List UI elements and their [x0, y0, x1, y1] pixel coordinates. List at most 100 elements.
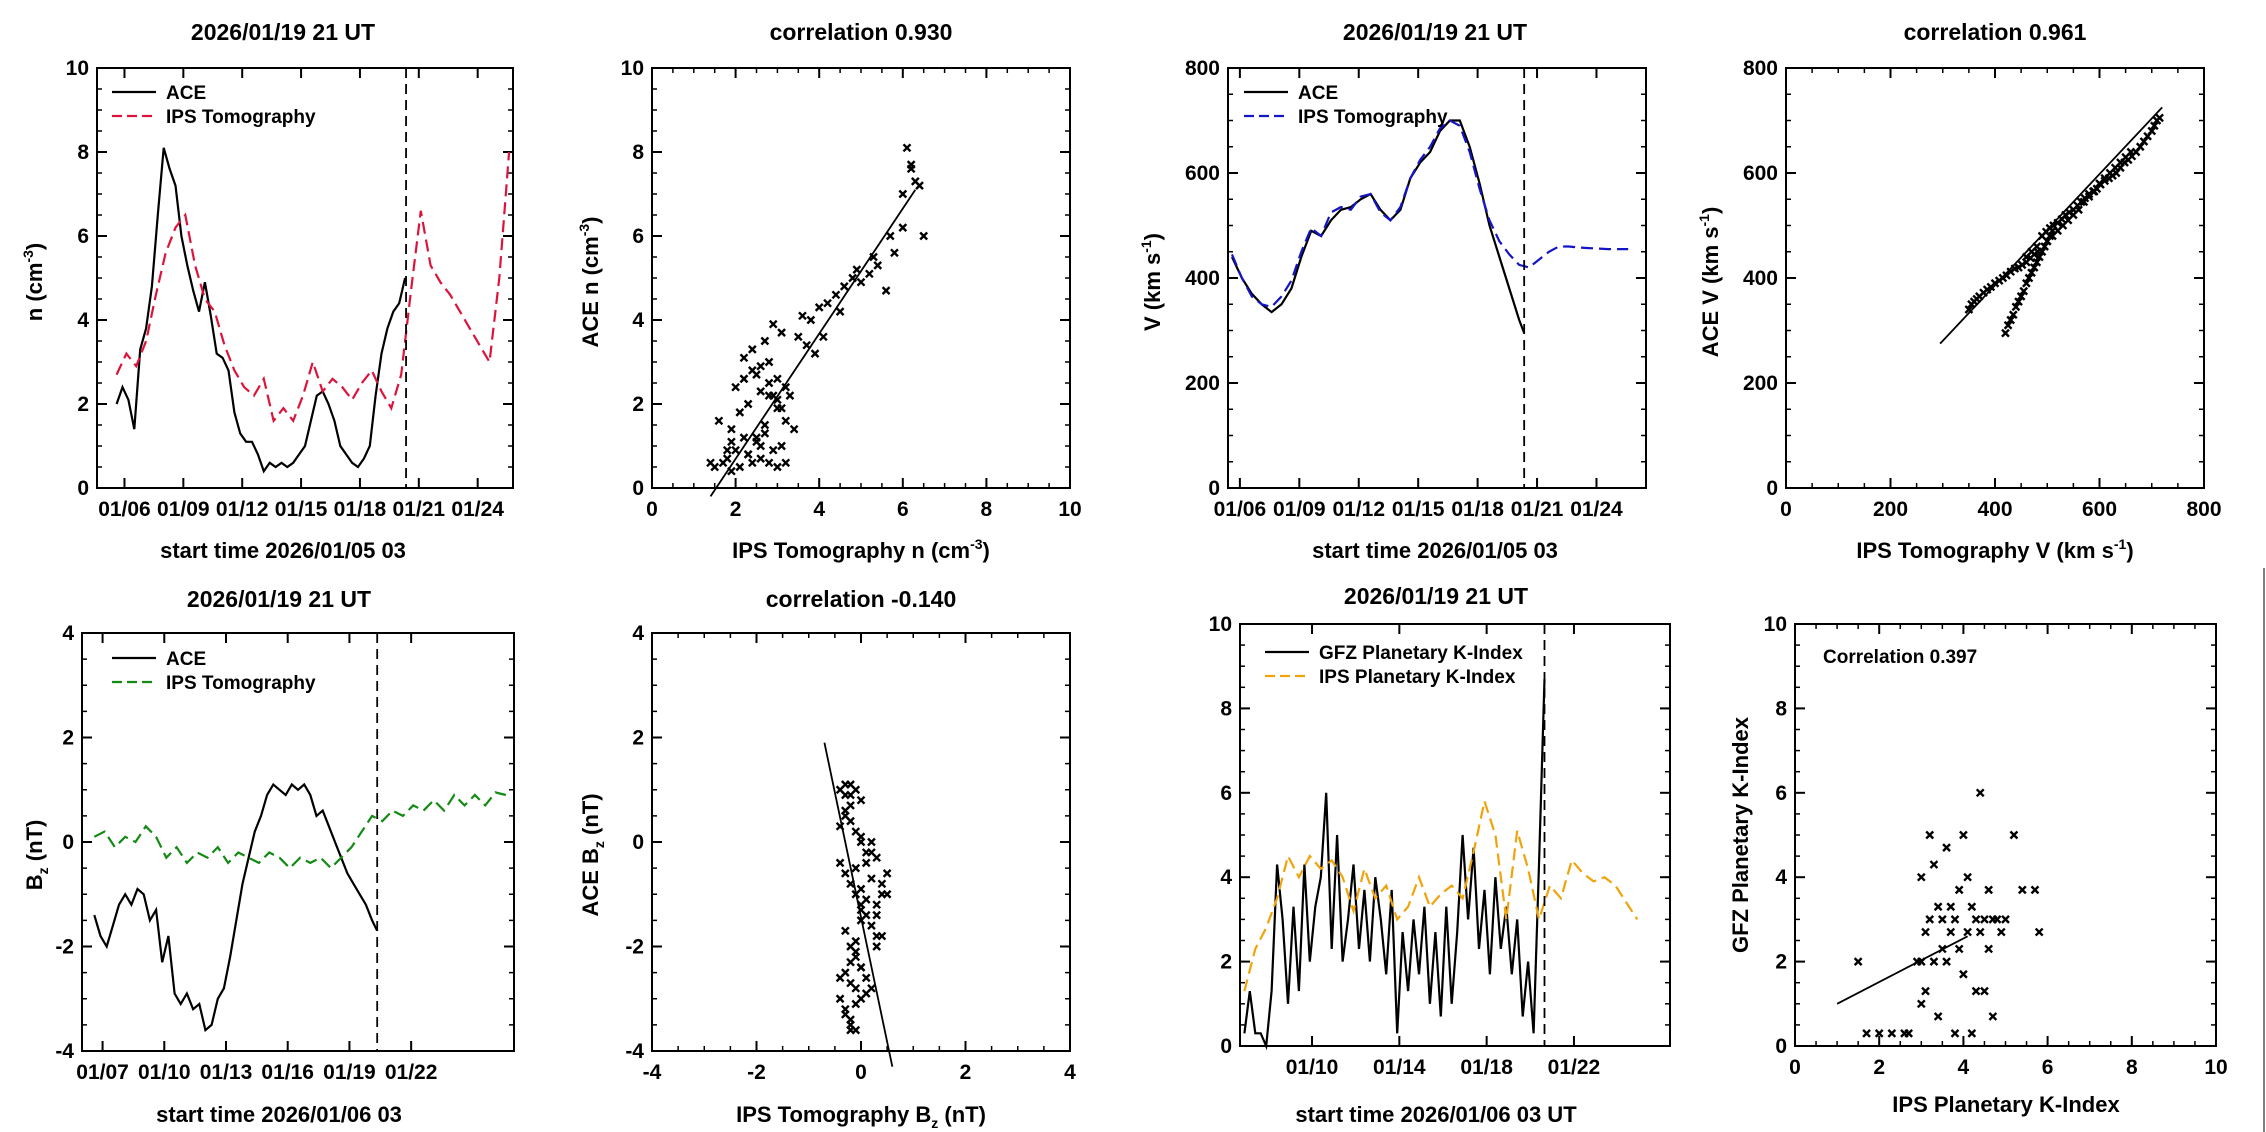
data-point — [851, 947, 861, 957]
y-tick-label: 800 — [1185, 57, 1220, 80]
y-tick-label: 10 — [1764, 613, 1787, 636]
x-tick-label: 01/15 — [1392, 498, 1445, 521]
data-point — [1904, 1028, 1914, 1038]
panel-title: correlation -0.140 — [766, 586, 956, 612]
y-tick-label: 6 — [632, 225, 644, 248]
x-tick-label: 4 — [1958, 1056, 1970, 1079]
data-point — [2147, 126, 2157, 136]
data-point — [840, 811, 850, 821]
data-point — [852, 265, 862, 274]
y-axis-label: n (cm-3) — [20, 243, 47, 321]
data-point — [856, 963, 866, 972]
data-point — [831, 290, 841, 300]
data-point — [752, 370, 761, 379]
data-point — [781, 458, 791, 468]
data-point — [785, 391, 795, 400]
data-point — [1929, 957, 1939, 966]
x-axis-label: IPS Tomography V (km s-1) — [1856, 536, 2133, 563]
data-point — [739, 374, 749, 384]
data-point — [773, 395, 782, 405]
panel-title: 2026/01/19 21 UT — [191, 19, 375, 45]
data-point — [1933, 902, 1943, 912]
series-line-primary — [115, 147, 407, 474]
x-tick-label: 0 — [1780, 498, 1792, 521]
data-point — [777, 328, 786, 337]
series-line-primary — [93, 782, 379, 1033]
data-point — [768, 445, 778, 455]
data-point — [867, 848, 876, 857]
data-point — [915, 181, 924, 190]
data-point — [1942, 843, 1951, 853]
y-tick-label: 600 — [1185, 162, 1220, 185]
y-tick-label: 4 — [1775, 866, 1787, 889]
data-point — [731, 382, 740, 392]
y-tick-label: 2 — [632, 393, 644, 416]
data-point — [743, 450, 753, 459]
data-point — [1980, 986, 1989, 996]
x-axis-label: IPS Planetary K-Index — [1892, 1092, 2120, 1117]
data-point — [1916, 872, 1926, 882]
data-point — [2011, 302, 2021, 312]
data-point — [739, 353, 749, 363]
y-tick-label: 4 — [62, 622, 74, 645]
x-tick-label: 2 — [1873, 1056, 1885, 1079]
data-point — [2008, 310, 2018, 320]
x-tick-label: 01/06 — [1214, 498, 1267, 521]
data-point — [714, 416, 724, 426]
x-tick-label: 01/21 — [1511, 498, 1564, 521]
data-point — [1975, 927, 1985, 937]
x-tick-label: 01/07 — [76, 1061, 129, 1084]
x-tick-label: -4 — [643, 1061, 662, 1084]
x-tick-label: 01/15 — [275, 498, 328, 521]
data-point — [2016, 292, 2026, 301]
data-point — [1963, 927, 1972, 937]
data-point — [1954, 944, 1964, 954]
data-point — [861, 973, 871, 983]
data-point — [872, 900, 882, 910]
y-tick-label: 10 — [66, 57, 89, 80]
data-point — [2027, 268, 2036, 278]
y-tick-label: 2 — [77, 393, 89, 416]
data-point — [731, 445, 740, 455]
data-point — [764, 458, 774, 468]
x-axis-label: start time 2026/01/05 03 — [1312, 538, 1558, 563]
data-point — [882, 869, 892, 878]
series-line-secondary — [1243, 796, 1639, 992]
data-point — [1950, 1028, 1960, 1038]
data-point — [1950, 915, 1960, 924]
data-point — [2037, 247, 2047, 257]
x-tick-label: 01/10 — [138, 1061, 191, 1084]
panel-title: 2026/01/19 21 UT — [187, 586, 371, 612]
data-point — [1984, 885, 1994, 895]
x-tick-label: 200 — [1873, 498, 1908, 521]
data-point — [882, 889, 892, 899]
y-tick-label: 8 — [1775, 697, 1787, 720]
legend-label: ACE — [166, 649, 206, 670]
panel-bz-timeseries: 2026/01/19 21 UT start time 2026/01/06 0… — [22, 586, 515, 1127]
x-tick-label: 01/21 — [393, 498, 446, 521]
data-point — [919, 231, 929, 241]
data-point — [2001, 915, 2010, 924]
data-point — [877, 879, 887, 889]
data-point — [2019, 286, 2029, 296]
y-tick-label: 4 — [77, 309, 89, 332]
data-point — [1984, 944, 1994, 954]
data-point — [835, 858, 845, 868]
data-point — [727, 424, 736, 434]
panel-velocity-correlation: correlation 0.961 IPS Tomography V (km s… — [1696, 19, 2222, 563]
x-tick-label: 400 — [1977, 498, 2012, 521]
y-tick-label: 10 — [621, 57, 644, 80]
data-point — [1959, 969, 1968, 979]
data-point — [2034, 927, 2044, 937]
y-tick-label: 6 — [77, 225, 89, 248]
data-point — [781, 382, 791, 392]
data-point — [1929, 860, 1939, 869]
panel-density-timeseries: 2026/01/19 21 UT start time 2026/01/05 0… — [20, 19, 514, 563]
data-point — [2006, 315, 2016, 325]
series-line-secondary — [93, 791, 507, 870]
x-tick-label: 01/10 — [1286, 1056, 1339, 1079]
series-line-primary — [1231, 119, 1526, 334]
data-point — [2017, 885, 2027, 895]
data-point — [722, 445, 732, 455]
correlation-annotation: Correlation 0.397 — [1823, 647, 1977, 668]
